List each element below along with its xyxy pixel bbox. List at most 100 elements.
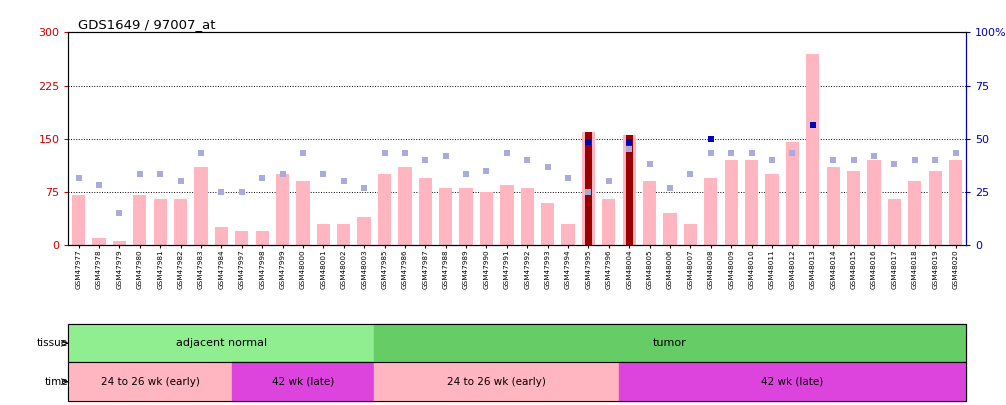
Bar <box>626 135 633 245</box>
Point <box>580 189 597 195</box>
Bar <box>276 174 289 245</box>
Bar <box>68 362 231 401</box>
Point <box>417 157 434 163</box>
Point <box>560 175 576 181</box>
Bar <box>561 224 574 245</box>
Point <box>356 185 372 192</box>
Bar <box>231 362 374 401</box>
Bar <box>113 241 126 245</box>
Bar <box>337 224 350 245</box>
Point <box>601 178 617 185</box>
Point <box>928 157 944 163</box>
Bar <box>154 199 167 245</box>
Point <box>785 149 801 156</box>
Bar <box>949 160 962 245</box>
Bar <box>357 217 371 245</box>
Bar <box>439 188 453 245</box>
Text: time: time <box>44 377 68 387</box>
Point <box>621 146 637 153</box>
Point <box>152 171 168 177</box>
Point <box>132 171 148 177</box>
Bar <box>174 199 187 245</box>
Point <box>642 160 658 167</box>
Point <box>764 157 780 163</box>
Bar <box>541 202 554 245</box>
Bar <box>867 160 880 245</box>
Point <box>866 153 882 160</box>
Text: 24 to 26 wk (early): 24 to 26 wk (early) <box>101 377 199 387</box>
Bar <box>827 167 840 245</box>
Point <box>743 149 760 156</box>
Text: 42 wk (late): 42 wk (late) <box>762 377 824 387</box>
Bar <box>256 231 269 245</box>
Point <box>112 210 128 216</box>
Bar <box>806 54 820 245</box>
Bar <box>704 178 717 245</box>
Point <box>948 149 964 156</box>
Bar <box>619 362 966 401</box>
Bar <box>745 160 759 245</box>
Bar <box>663 213 677 245</box>
Bar <box>72 196 86 245</box>
Point <box>886 160 902 167</box>
Bar <box>908 181 921 245</box>
Point <box>275 171 291 177</box>
Point <box>396 149 412 156</box>
Point <box>233 189 249 195</box>
Point <box>70 175 87 181</box>
Bar <box>643 181 656 245</box>
Text: 24 to 26 wk (early): 24 to 26 wk (early) <box>448 377 546 387</box>
Bar <box>378 174 391 245</box>
Bar <box>194 167 207 245</box>
Bar <box>887 199 901 245</box>
Point <box>723 149 739 156</box>
Point <box>376 149 392 156</box>
Point <box>621 139 637 145</box>
Point <box>295 149 311 156</box>
Point <box>458 171 474 177</box>
Text: GDS1649 / 97007_at: GDS1649 / 97007_at <box>78 18 216 31</box>
Point <box>682 171 698 177</box>
Bar <box>786 142 799 245</box>
Bar <box>500 185 513 245</box>
Bar <box>68 324 374 362</box>
Point <box>172 178 188 185</box>
Point <box>825 157 841 163</box>
Text: tumor: tumor <box>653 338 687 348</box>
Point <box>519 157 535 163</box>
Text: tissue: tissue <box>37 338 68 348</box>
Point <box>805 122 821 128</box>
Point <box>315 171 331 177</box>
Bar <box>374 324 966 362</box>
Bar <box>581 132 596 245</box>
Point <box>580 139 597 145</box>
Text: adjacent normal: adjacent normal <box>176 338 267 348</box>
Point <box>499 149 515 156</box>
Point <box>703 135 719 142</box>
Text: 42 wk (late): 42 wk (late) <box>272 377 334 387</box>
Bar <box>847 171 860 245</box>
Point <box>662 185 678 192</box>
Bar <box>133 196 147 245</box>
Bar <box>724 160 737 245</box>
Point <box>479 167 495 174</box>
Bar <box>317 224 330 245</box>
Point <box>703 149 719 156</box>
Bar <box>521 188 534 245</box>
Bar <box>214 227 228 245</box>
Bar <box>374 362 619 401</box>
Bar <box>235 231 248 245</box>
Bar <box>929 171 942 245</box>
Bar <box>398 167 411 245</box>
Bar <box>766 174 779 245</box>
Bar <box>480 192 493 245</box>
Bar <box>460 188 473 245</box>
Point <box>906 157 923 163</box>
Point <box>193 149 209 156</box>
Bar <box>585 132 592 245</box>
Point <box>438 153 454 160</box>
Point <box>845 157 861 163</box>
Bar <box>623 135 636 245</box>
Bar <box>603 199 616 245</box>
Bar <box>93 238 106 245</box>
